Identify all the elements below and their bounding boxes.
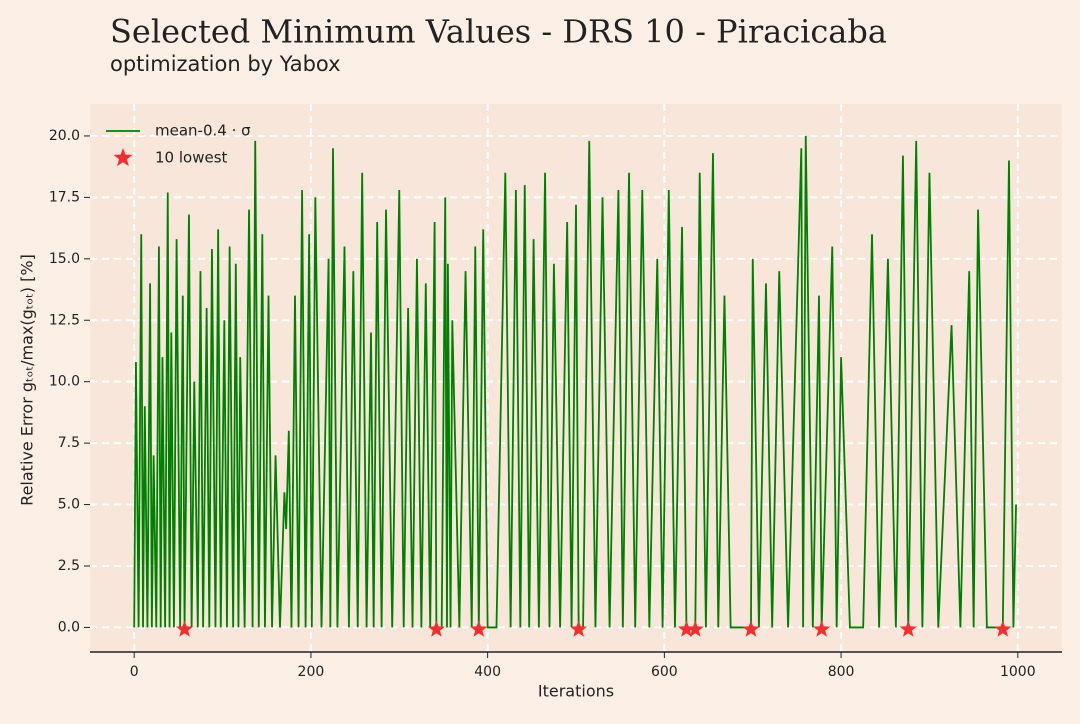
y-tick-label: 17.5 <box>49 189 80 205</box>
min-marker <box>570 620 588 637</box>
x-tick-label: 1000 <box>1000 664 1036 680</box>
min-marker <box>899 620 917 637</box>
y-tick-label: 2.5 <box>58 558 80 574</box>
min-marker <box>427 620 445 637</box>
min-marker <box>470 620 488 637</box>
min-marker <box>994 620 1012 637</box>
x-tick-label: 200 <box>298 664 325 680</box>
min-marker <box>813 620 831 637</box>
y-tick-label: 20.0 <box>49 128 80 144</box>
x-axis-label: Iterations <box>538 682 614 701</box>
min-marker <box>175 620 194 637</box>
y-tick-label: 7.5 <box>58 435 80 451</box>
y-tick-label: 5.0 <box>58 497 80 513</box>
y-tick-label: 10.0 <box>49 374 80 390</box>
min-marker <box>677 620 696 637</box>
chart-subtitle: optimization by Yabox <box>110 52 341 76</box>
y-tick-label: 12.5 <box>49 312 80 328</box>
x-tick-label: 800 <box>828 664 855 680</box>
x-tick-label: 600 <box>651 664 678 680</box>
legend-label: mean-0.4 · σ <box>155 122 251 140</box>
min-marker <box>742 620 760 637</box>
chart-title: Selected Minimum Values - DRS 10 - Pirac… <box>110 13 887 51</box>
x-tick-label: 400 <box>474 664 501 680</box>
y-tick-label: 15.0 <box>49 251 80 267</box>
y-tick-label: 0.0 <box>58 619 80 635</box>
x-tick-label: 0 <box>130 664 139 680</box>
min-marker <box>686 620 704 637</box>
legend-marker <box>113 148 133 167</box>
legend-label: 10 lowest <box>155 149 228 167</box>
y-axis-label: Relative Error gₜₒₜ/max(gₜₒₜ) [%] <box>18 254 37 506</box>
